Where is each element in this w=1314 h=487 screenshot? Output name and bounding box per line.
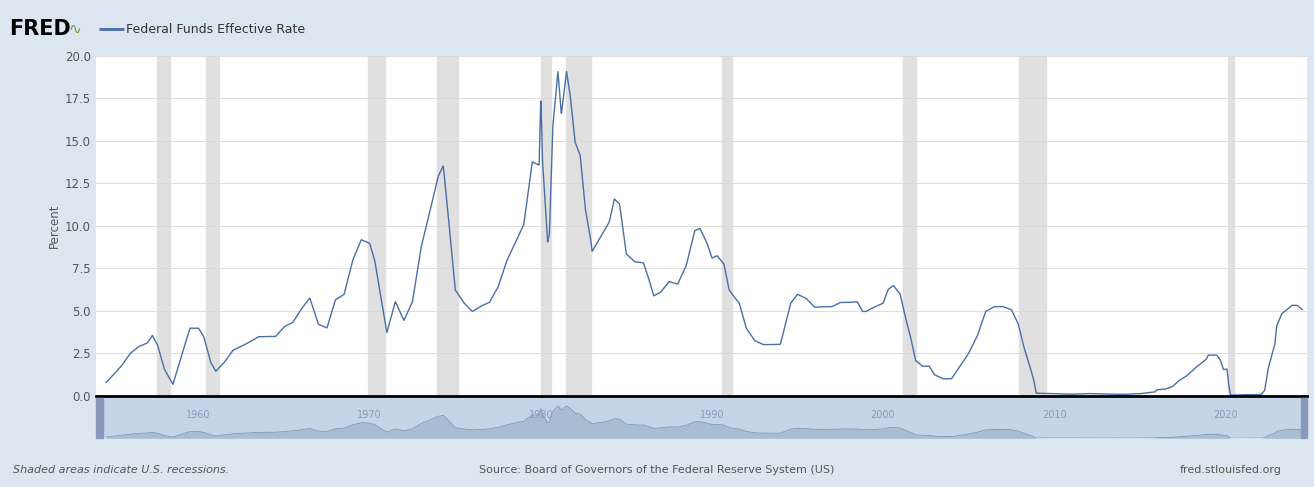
- Y-axis label: Percent: Percent: [47, 204, 60, 248]
- Bar: [1301, 398, 1307, 438]
- Bar: [436, 56, 459, 396]
- Bar: [368, 56, 385, 396]
- Bar: [903, 56, 916, 396]
- Bar: [158, 56, 170, 396]
- Text: 2020: 2020: [1213, 410, 1238, 419]
- Bar: [206, 56, 218, 396]
- Text: 2000: 2000: [871, 410, 895, 419]
- Text: fred.stlouisfed.org: fred.stlouisfed.org: [1179, 465, 1281, 475]
- Bar: [541, 56, 551, 396]
- Bar: [566, 56, 591, 396]
- Text: 2010: 2010: [1042, 410, 1067, 419]
- Text: Federal Funds Effective Rate: Federal Funds Effective Rate: [126, 23, 305, 36]
- Text: Source: Board of Governors of the Federal Reserve System (US): Source: Board of Governors of the Federa…: [480, 465, 834, 475]
- Text: Shaded areas indicate U.S. recessions.: Shaded areas indicate U.S. recessions.: [13, 465, 229, 475]
- Text: 1980: 1980: [528, 410, 553, 419]
- Bar: [721, 56, 732, 396]
- Text: ∿: ∿: [68, 22, 81, 37]
- Text: 1970: 1970: [357, 410, 382, 419]
- Bar: [1229, 56, 1234, 396]
- Text: 1960: 1960: [187, 410, 210, 419]
- Text: FRED: FRED: [9, 19, 71, 39]
- Bar: [1018, 56, 1046, 396]
- Bar: [96, 398, 102, 438]
- Text: 1990: 1990: [699, 410, 724, 419]
